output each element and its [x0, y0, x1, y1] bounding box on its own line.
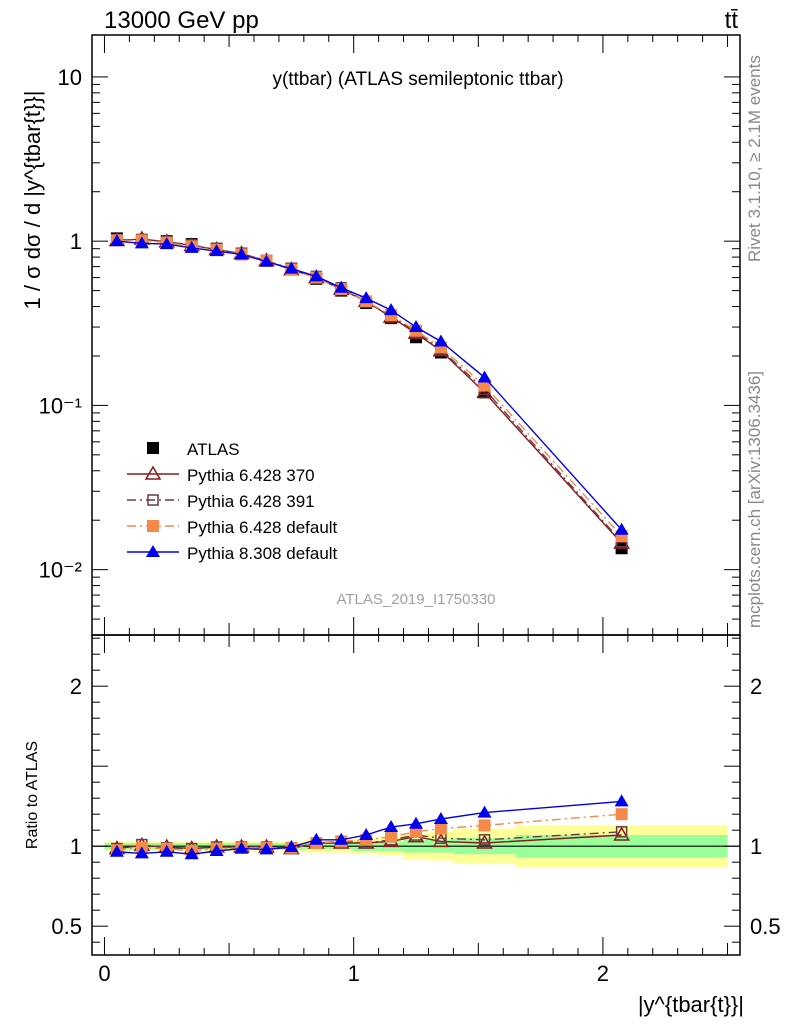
main-pythia-8-308-default-point: [209, 244, 224, 257]
main-pythia-8-308-default-point: [359, 291, 374, 304]
ratio-pythia-8-308-default-point: [109, 844, 124, 857]
ratio-pythia-8-308-default-point: [159, 844, 174, 857]
ratio-pythia-6-428-370-point: [432, 832, 450, 848]
main-pythia-8-308-default-point: [184, 240, 199, 253]
ratio-pythia-6-428-391-point: [478, 834, 491, 846]
ratio-pythia-8-308-default-point: [409, 816, 423, 829]
ratio-y-tick-label: 2: [70, 674, 82, 699]
legend-pythia-6-428-370-marker: [144, 465, 162, 480]
x-tick-label: 1: [348, 961, 360, 986]
main-pythia-8-308-default-point: [384, 303, 399, 316]
ratio-y-tick-label-right: 2: [750, 674, 762, 699]
ratio-pythia-6-428-default-line: [116, 813, 622, 852]
legend-pythia-8-308-default-marker: [146, 545, 160, 557]
ratio-pythia-8-308-default-point: [234, 841, 249, 854]
ratio-pythia-8-308-default-line: [116, 800, 622, 855]
main-pythia-8-308-default-point: [109, 234, 124, 247]
ratio-plot-frame: [91, 634, 741, 956]
ratio-pythia-8-308-default-point: [334, 832, 349, 845]
ratio-y-tick-label-right: 0.5: [750, 914, 781, 939]
ratio-pythia-8-308-default-point: [433, 812, 448, 824]
ratio-pythia-8-308-default-point: [134, 846, 149, 859]
main-y-axis-label: 1 / σ dσ / d |y^{tbar{t}}|: [20, 91, 45, 310]
main-pythia-8-308-default-point: [309, 269, 324, 282]
main-pythia-6-428-default-point: [478, 379, 491, 392]
legend-atlas-marker: [147, 442, 159, 454]
ratio-pythia-8-308-default-point: [359, 828, 374, 840]
ratio-plot-panel: Ratio to ATLAS |y^{tbar{t}}| 0 1 2 2 2 1 1 0.5 0…: [24, 634, 781, 1017]
ratio-pythia-6-428-370-point: [476, 834, 493, 849]
legend-pythia-6-428-391-label: Pythia 6.428 391: [187, 492, 315, 511]
ratio-pythia-8-308-default-point: [614, 794, 629, 807]
main-pythia-8-308-default-point: [614, 522, 629, 535]
mcplots-label: mcplots.cern.ch [arXiv:1306.3436]: [745, 371, 764, 628]
main-plot-panel: y(ttbar) (ATLAS semileptonic ttbar) ATLA…: [20, 34, 741, 636]
ratio-y-tick-label: 0.5: [51, 914, 82, 939]
legend-pythia-6-428-default-marker: [147, 520, 159, 532]
plot-title: y(ttbar) (ATLAS semileptonic ttbar): [272, 69, 563, 90]
ratio-pythia-8-308-default-point: [284, 840, 299, 852]
x-tick-label: 2: [597, 961, 609, 986]
main-pythia-8-308-default-point: [409, 320, 423, 333]
x-axis-label: |y^{tbar{t}}|: [638, 992, 744, 1017]
header-left-label: 13000 GeV pp: [104, 7, 259, 34]
main-pythia-8-308-default-point: [284, 261, 299, 274]
ratio-pythia-8-308-default-point: [384, 820, 399, 832]
main-pythia-8-308-default-line: [116, 240, 623, 531]
y-tick-label: 10⁻¹: [39, 393, 82, 418]
main-pythia-6-428-370-point: [613, 534, 630, 549]
main-pythia-8-308-default-point: [234, 247, 249, 260]
legend-pythia-8-308-default-label: Pythia 8.308 default: [187, 544, 338, 563]
y-tick-label: 1: [70, 229, 82, 254]
watermark-label: ATLAS_2019_I1750330: [336, 591, 495, 608]
main-pythia-8-308-default-point: [259, 254, 274, 267]
legend-pythia-6-428-default-label: Pythia 6.428 default: [187, 518, 338, 537]
ratio-pythia-8-308-default-point: [184, 847, 199, 860]
ratio-pythia-6-428-default-point: [615, 808, 628, 821]
ratio-pythia-6-428-default-point: [434, 822, 447, 835]
ratio-y-tick-label: 1: [70, 834, 82, 859]
ratio-y-tick-label-right: 1: [750, 834, 762, 859]
main-pythia-6-428-default-line: [116, 239, 623, 537]
ratio-pythia-8-308-default-point: [477, 805, 492, 818]
main-pythia-8-308-default-point: [334, 280, 349, 293]
main-pythia-8-308-default-point: [134, 236, 149, 249]
y-tick-label: 10⁻²: [39, 558, 82, 583]
legend-pythia-6-428-391-marker: [147, 494, 159, 506]
rivet-label: Rivet 3.1.10, ≥ 2.1M events: [745, 55, 764, 262]
x-tick-label: 0: [98, 961, 110, 986]
ratio-pythia-8-308-default-point: [209, 844, 224, 856]
ratio-pythia-6-428-391-line: [116, 831, 622, 850]
ratio-pythia-8-308-default-point: [259, 842, 274, 855]
ratio-pythia-8-308-default-point: [309, 832, 324, 845]
ratio-pythia-6-428-370-point: [613, 826, 630, 841]
legend-pythia-6-428-370-label: Pythia 6.428 370: [187, 466, 315, 485]
main-pythia-8-308-default-point: [477, 370, 492, 383]
header-right-label: tt̄: [725, 7, 739, 34]
main-pythia-8-308-default-point: [433, 334, 448, 347]
legend-atlas-label: ATLAS: [187, 440, 240, 459]
ratio-pythia-6-428-default-point: [478, 819, 491, 832]
ratio-pythia-6-428-default-point: [385, 830, 398, 843]
ratio-y-axis-label: Ratio to ATLAS: [24, 741, 41, 849]
main-pythia-8-308-default-point: [159, 237, 174, 250]
ratio-pythia-6-428-391-point: [615, 826, 628, 838]
y-tick-label: 10: [58, 65, 82, 90]
